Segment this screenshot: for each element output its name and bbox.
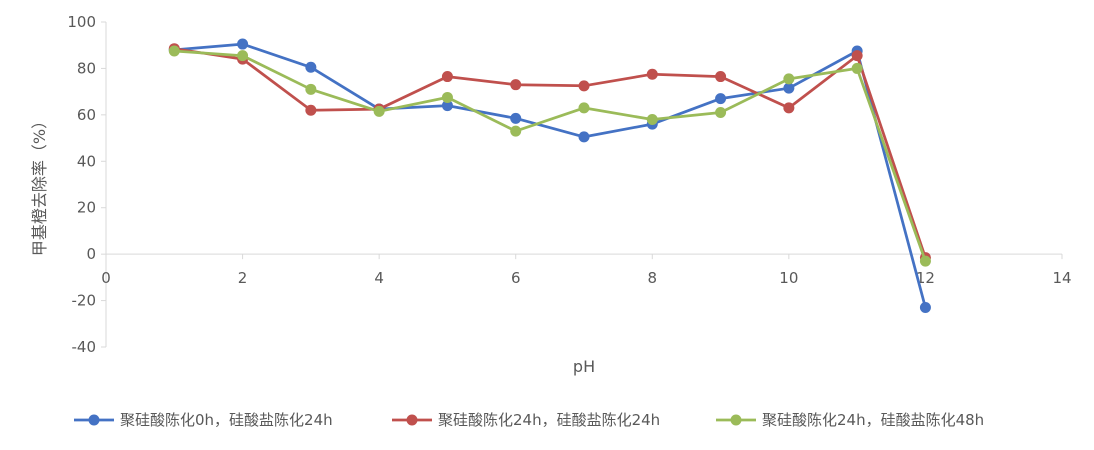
y-axis-title: 甲基橙去除率（%） <box>30 113 49 256</box>
legend-item-2: 聚硅酸陈化24h，硅酸盐陈化24h <box>392 411 660 429</box>
x-tick-label: 10 <box>779 269 798 287</box>
data-point <box>510 112 522 124</box>
data-point <box>578 80 590 92</box>
x-tick-label: 4 <box>374 269 384 287</box>
data-point <box>441 71 453 83</box>
series-line <box>172 49 927 263</box>
y-tick-label: 20 <box>77 199 96 217</box>
legend-label: 聚硅酸陈化0h，硅酸盐陈化24h <box>120 411 333 429</box>
x-tick-label: 12 <box>916 269 935 287</box>
legend-label: 聚硅酸陈化24h，硅酸盐陈化24h <box>438 411 660 429</box>
data-point <box>305 61 317 73</box>
x-tick-label: 8 <box>648 269 658 287</box>
x-tick-label: 0 <box>101 269 111 287</box>
data-point <box>168 45 180 57</box>
data-point <box>715 93 727 105</box>
data-point <box>919 302 931 314</box>
data-point <box>578 102 590 114</box>
data-point <box>919 255 931 267</box>
data-point <box>715 107 727 119</box>
y-tick-label: 40 <box>77 152 96 170</box>
data-point <box>305 104 317 116</box>
legend-label: 聚硅酸陈化24h，硅酸盐陈化48h <box>762 411 984 429</box>
data-point <box>783 82 795 94</box>
data-point <box>237 50 249 62</box>
x-tick-label: 6 <box>511 269 521 287</box>
series-layer <box>168 38 931 314</box>
y-tick-label: 60 <box>77 106 96 124</box>
y-tick-label: 100 <box>67 13 96 31</box>
x-axis-title: pH <box>573 357 595 376</box>
legend-item-1: 聚硅酸陈化0h，硅酸盐陈化24h <box>74 411 333 429</box>
data-point <box>305 83 317 95</box>
series-3 <box>168 45 931 267</box>
data-point <box>578 131 590 143</box>
legend-item-3: 聚硅酸陈化24h，硅酸盐陈化48h <box>716 411 984 429</box>
series-line <box>172 47 927 259</box>
data-point <box>510 79 522 91</box>
data-point <box>237 38 249 50</box>
legend-swatch-marker <box>406 414 418 426</box>
x-tick-label: 14 <box>1052 269 1071 287</box>
data-point <box>783 102 795 114</box>
legend: 聚硅酸陈化0h，硅酸盐陈化24h 聚硅酸陈化24h，硅酸盐陈化24h 聚硅酸陈化24… <box>74 411 984 429</box>
data-point <box>646 114 658 125</box>
series-1 <box>168 38 931 314</box>
y-tick-label: 80 <box>77 59 96 77</box>
legend-swatch-marker <box>730 414 742 426</box>
data-point <box>783 73 795 85</box>
data-point <box>441 100 453 112</box>
data-point <box>373 105 385 117</box>
data-point <box>715 71 727 83</box>
x-tick-label: 2 <box>238 269 248 287</box>
data-point <box>510 125 522 137</box>
data-point <box>441 91 453 103</box>
y-tick-label: -40 <box>72 338 97 356</box>
data-point <box>851 62 863 74</box>
y-tick-label: -20 <box>72 292 97 310</box>
data-point <box>646 68 658 80</box>
legend-swatch-marker <box>88 414 100 426</box>
data-point <box>851 50 863 62</box>
series-line <box>172 42 927 309</box>
y-tick-label: 0 <box>86 245 96 263</box>
